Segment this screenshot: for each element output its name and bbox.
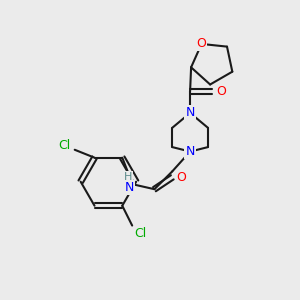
Text: Cl: Cl: [134, 227, 146, 240]
Text: O: O: [216, 85, 226, 98]
Text: N: N: [125, 181, 134, 194]
Text: N: N: [185, 106, 195, 119]
Text: H: H: [124, 172, 132, 182]
Text: Cl: Cl: [59, 139, 71, 152]
Text: O: O: [176, 171, 186, 184]
Text: O: O: [196, 38, 206, 50]
Text: N: N: [185, 145, 195, 158]
